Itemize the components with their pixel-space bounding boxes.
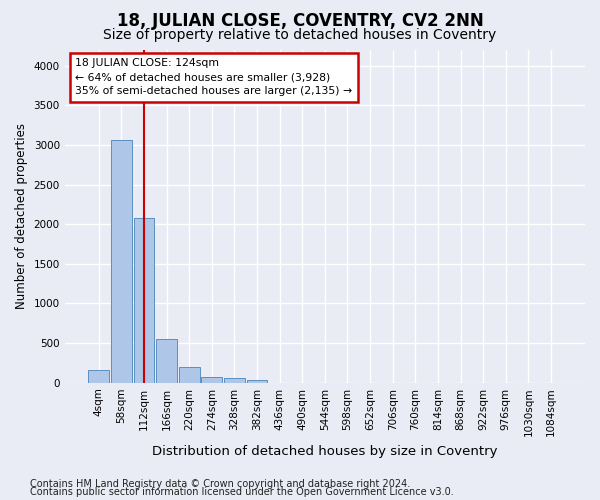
Text: 18 JULIAN CLOSE: 124sqm
← 64% of detached houses are smaller (3,928)
35% of semi: 18 JULIAN CLOSE: 124sqm ← 64% of detache… xyxy=(75,58,352,96)
X-axis label: Distribution of detached houses by size in Coventry: Distribution of detached houses by size … xyxy=(152,444,497,458)
Text: Size of property relative to detached houses in Coventry: Size of property relative to detached ho… xyxy=(103,28,497,42)
Y-axis label: Number of detached properties: Number of detached properties xyxy=(15,124,28,310)
Text: Contains public sector information licensed under the Open Government Licence v3: Contains public sector information licen… xyxy=(30,487,454,497)
Bar xyxy=(156,339,177,382)
Text: 18, JULIAN CLOSE, COVENTRY, CV2 2NN: 18, JULIAN CLOSE, COVENTRY, CV2 2NN xyxy=(116,12,484,30)
Bar xyxy=(134,218,154,382)
Bar xyxy=(224,378,245,382)
Text: Contains HM Land Registry data © Crown copyright and database right 2024.: Contains HM Land Registry data © Crown c… xyxy=(30,479,410,489)
Bar xyxy=(202,376,222,382)
Bar xyxy=(88,370,109,382)
Bar xyxy=(111,140,132,382)
Bar xyxy=(179,367,200,382)
Bar xyxy=(247,380,268,382)
